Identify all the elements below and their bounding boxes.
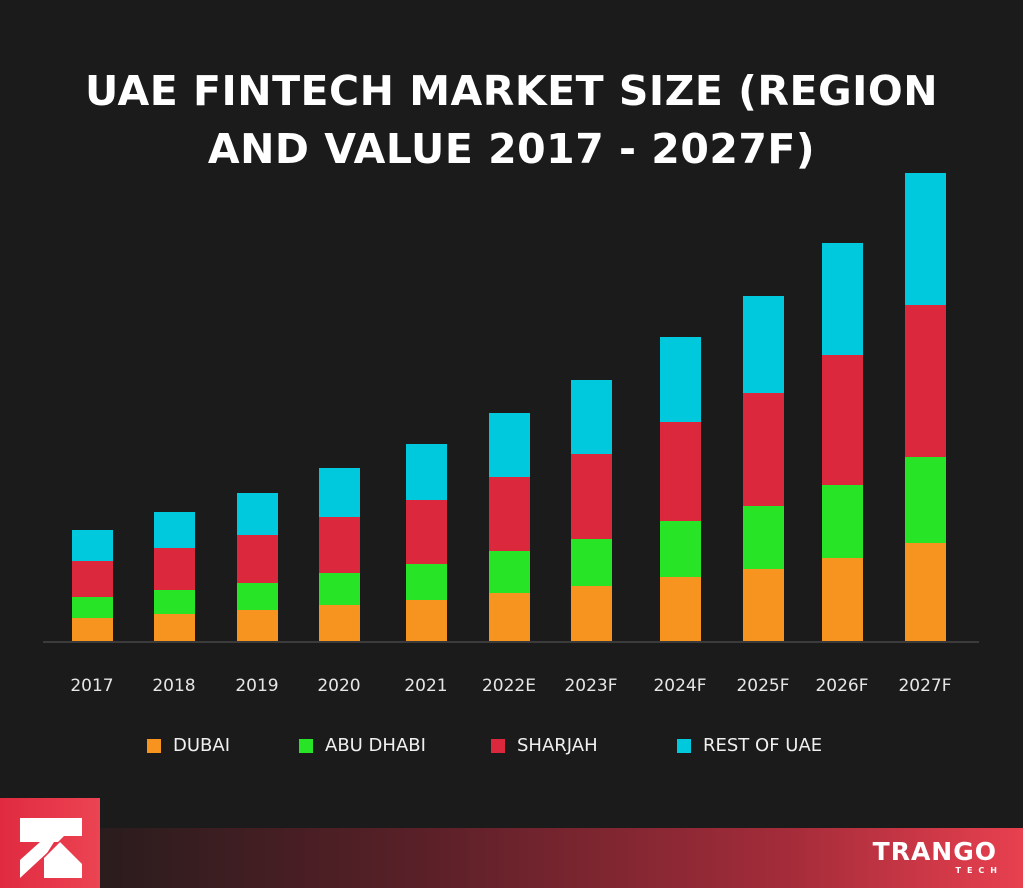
x-tick-label: 2020: [317, 676, 361, 696]
bar-segment-abu-dhabi: [319, 573, 360, 605]
legend-item-abu-dhabi: ABU DHABI: [299, 735, 426, 756]
bar-segment-abu-dhabi: [822, 485, 863, 558]
chart-title-line-2: AND VALUE 2017 - 2027F): [207, 125, 816, 173]
bar-2020: [319, 468, 360, 641]
bar-2023f: [571, 380, 612, 641]
bar-2018: [154, 512, 195, 641]
bar-segment-abu-dhabi: [154, 590, 195, 614]
x-tick-label: 2026F: [815, 676, 869, 696]
legend-swatch-icon: [299, 738, 313, 753]
x-tick-label: 2024F: [653, 676, 707, 696]
bar-segment-abu-dhabi: [406, 564, 447, 600]
legend-label: REST OF UAE: [703, 735, 823, 756]
bar-segment-dubai: [822, 558, 863, 641]
bar-2024f: [660, 337, 701, 641]
bar-segment-dubai: [406, 600, 447, 641]
footer-gradient-band: [100, 828, 1023, 888]
bar-2021: [406, 444, 447, 641]
legend-label: DUBAI: [173, 735, 231, 756]
legend-item-dubai: DUBAI: [147, 735, 230, 756]
x-tick-label: 2021: [404, 676, 448, 696]
bar-segment-sharjah: [237, 535, 278, 583]
bar-segment-dubai: [905, 543, 946, 641]
brand-subtitle: TECH: [955, 866, 1003, 875]
trango-arrow-logo-icon: [20, 818, 82, 878]
x-tick-label: 2022E: [481, 676, 536, 696]
bar-2026f: [822, 243, 863, 641]
bar-segment-abu-dhabi: [905, 457, 946, 543]
brand-wordmark: TRANGO TECH: [873, 838, 997, 876]
legend-label: ABU DHABI: [325, 735, 426, 756]
chart-title: UAE FINTECH MARKET SIZE (REGION AND VALU…: [0, 62, 1023, 178]
bar-2019: [237, 493, 278, 641]
bar-segment-sharjah: [822, 355, 863, 485]
bar-segment-abu-dhabi: [72, 597, 113, 618]
bar-segment-rest-of-uae: [905, 173, 946, 305]
bar-segment-rest-of-uae: [489, 413, 530, 477]
bar-segment-sharjah: [154, 548, 195, 590]
stacked-bar-chart: 2017 2018 2019 2020 2021 2022E 2023F 2024F 2025F…: [43, 173, 979, 696]
bar-segment-rest-of-uae: [237, 493, 278, 535]
legend-swatch-icon: [491, 738, 505, 753]
x-tick-label: 2018: [152, 676, 196, 696]
bar-segment-dubai: [154, 614, 195, 641]
bar-2017: [72, 530, 113, 641]
bar-segment-abu-dhabi: [489, 551, 530, 593]
bar-segment-sharjah: [905, 305, 946, 457]
x-tick-label: 2017: [70, 676, 114, 696]
bar-segment-abu-dhabi: [743, 506, 784, 569]
bar-segment-sharjah: [72, 561, 113, 597]
brand-name: TRANGO: [872, 837, 997, 866]
logo-badge: [0, 798, 100, 888]
bar-segment-abu-dhabi: [237, 583, 278, 610]
bar-segment-sharjah: [319, 517, 360, 573]
legend-swatch-icon: [677, 738, 691, 753]
bar-segment-dubai: [489, 593, 530, 641]
bar-segment-rest-of-uae: [822, 243, 863, 355]
x-tick-label: 2019: [235, 676, 279, 696]
legend-swatch-icon: [147, 738, 161, 753]
bar-segment-rest-of-uae: [660, 337, 701, 422]
chart-legend: DUBAI ABU DHABI SHARJAH REST OF UAE: [0, 735, 1023, 759]
bar-segment-dubai: [72, 618, 113, 641]
bar-segment-sharjah: [660, 422, 701, 521]
bar-segment-rest-of-uae: [154, 512, 195, 548]
bar-segment-dubai: [660, 577, 701, 641]
x-tick-label: 2025F: [736, 676, 790, 696]
bar-segment-rest-of-uae: [571, 380, 612, 454]
bar-2025f: [743, 296, 784, 641]
bar-2022e: [489, 413, 530, 641]
bar-segment-rest-of-uae: [406, 444, 447, 500]
bar-segment-abu-dhabi: [571, 539, 612, 586]
bar-segment-dubai: [571, 586, 612, 641]
bar-segment-rest-of-uae: [319, 468, 360, 517]
bar-segment-sharjah: [571, 454, 612, 539]
bar-segment-sharjah: [489, 477, 530, 551]
legend-item-rest-of-uae: REST OF UAE: [677, 735, 822, 756]
bar-segment-rest-of-uae: [72, 530, 113, 561]
x-tick-label: 2027F: [898, 676, 952, 696]
legend-label: SHARJAH: [517, 735, 598, 756]
bar-segment-sharjah: [743, 393, 784, 506]
bar-segment-rest-of-uae: [743, 296, 784, 393]
bar-segment-sharjah: [406, 500, 447, 564]
bar-segment-dubai: [743, 569, 784, 641]
bar-segment-dubai: [319, 605, 360, 641]
legend-item-sharjah: SHARJAH: [491, 735, 598, 756]
bar-segment-abu-dhabi: [660, 521, 701, 577]
chart-title-line-1: UAE FINTECH MARKET SIZE (REGION: [84, 67, 939, 115]
x-axis-line: [43, 641, 979, 643]
bar-segment-dubai: [237, 610, 278, 641]
x-tick-label: 2023F: [564, 676, 618, 696]
bar-2027f: [905, 173, 946, 641]
